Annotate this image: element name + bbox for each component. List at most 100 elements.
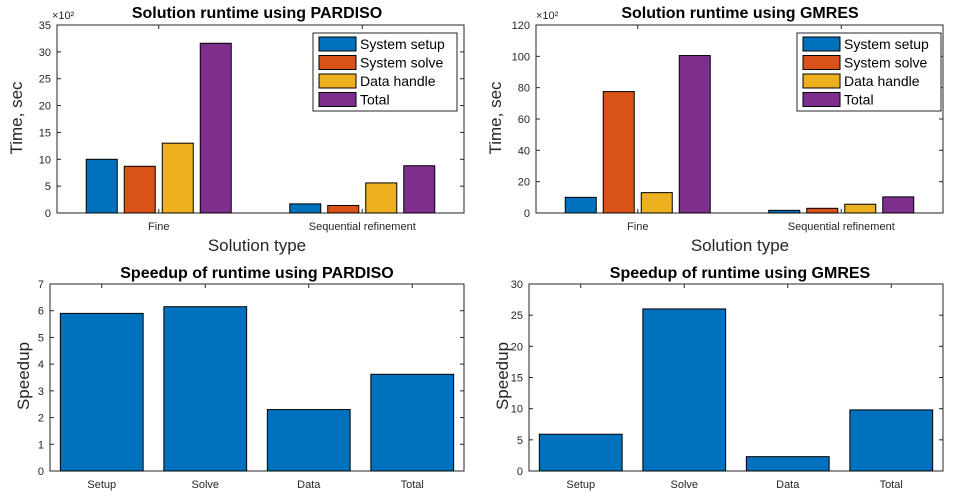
chart-pardiso-runtime: Solution runtime using PARDISO Time, sec… (7, 5, 465, 255)
x-tick-label: Fine (148, 221, 169, 233)
legend-swatch (318, 73, 357, 89)
y-tick-label: 20 (511, 341, 523, 353)
legend-entry: Total (844, 92, 874, 108)
y-tick-label: 5 (517, 435, 523, 447)
legend-swatch (802, 92, 841, 107)
y-tick-label: 35 (39, 20, 51, 32)
bar (370, 373, 455, 472)
y-tick-label: 0 (38, 466, 44, 478)
y-axis-label: Speedup (493, 342, 512, 410)
bar (642, 308, 727, 472)
bar-data-handle (365, 182, 398, 214)
bar (745, 456, 830, 472)
y-tick-label: 30 (511, 279, 523, 291)
y-tick-label: 100 (512, 51, 530, 63)
x-axis-label: Solution type (208, 236, 306, 255)
legend-swatch (318, 36, 357, 52)
y-tick-label: 1 (38, 439, 44, 451)
y-tick-label: 25 (39, 74, 51, 86)
y-tick-label: 10 (39, 154, 51, 166)
bar (849, 409, 934, 472)
axis-exponent: ×10² (52, 10, 75, 22)
y-axis-label: Time, sec (7, 81, 26, 155)
legend-entry: Data handle (844, 73, 920, 89)
chart-pardiso-speedup: Speedup of runtime using PARDISO Speedup… (14, 265, 465, 491)
y-tick-label: 3 (38, 386, 44, 398)
x-tick-label: Solve (670, 479, 698, 491)
x-tick-label: Data (776, 479, 800, 491)
y-tick-label: 80 (518, 83, 530, 95)
y-tick-label: 20 (518, 177, 530, 189)
y-tick-label: 5 (45, 181, 51, 193)
x-tick-label: Sequential refinement (309, 221, 416, 233)
x-tick-label: Fine (627, 221, 648, 233)
x-tick-label: Setup (87, 479, 116, 491)
bar (59, 312, 144, 472)
legend-entry: Total (360, 92, 390, 108)
bar-total (403, 165, 436, 214)
bar-system-solve (123, 165, 156, 214)
y-tick-label: 6 (38, 306, 44, 318)
legend-swatch (802, 73, 841, 89)
legend-entry: System setup (844, 36, 929, 52)
x-tick-label: Setup (566, 479, 595, 491)
y-tick-label: 0 (45, 208, 51, 220)
legend-entry: System solve (360, 55, 443, 71)
chart-title: Speedup of runtime using PARDISO (120, 265, 394, 282)
y-tick-label: 2 (38, 413, 44, 425)
legend-swatch (802, 55, 841, 70)
bar-system-solve (602, 91, 635, 214)
x-tick-label: Total (880, 479, 903, 491)
x-tick-label: Total (401, 479, 424, 491)
legend-swatch (318, 92, 357, 107)
bar-data-handle (161, 142, 194, 214)
y-tick-label: 0 (524, 208, 530, 220)
chart-title: Solution runtime using PARDISO (132, 5, 382, 22)
y-tick-label: 120 (512, 20, 530, 32)
y-tick-label: 40 (518, 145, 530, 157)
x-tick-label: Solve (191, 479, 219, 491)
axes-box (56, 24, 465, 214)
y-tick-label: 60 (518, 114, 530, 126)
bar (538, 433, 623, 472)
y-tick-label: 15 (39, 127, 51, 139)
y-tick-label: 30 (39, 47, 51, 59)
y-tick-label: 5 (38, 332, 44, 344)
bar-total (882, 196, 915, 214)
bar-data-handle (844, 203, 877, 214)
bar-system-solve (327, 204, 360, 214)
bar (163, 306, 248, 472)
legend-entry: System setup (360, 36, 445, 52)
bar-system-setup (768, 209, 801, 214)
x-tick-label: Sequential refinement (788, 221, 895, 233)
bar (266, 409, 351, 472)
chart-gmres-speedup: Speedup of runtime using GMRES Speedup 0… (493, 265, 944, 491)
y-tick-label: 25 (511, 310, 523, 322)
axes-box (49, 283, 465, 472)
legend-swatch (318, 55, 357, 70)
x-axis-label: Solution type (691, 236, 789, 255)
bar-total (678, 55, 711, 214)
bar-data-handle (640, 192, 673, 214)
chart-title: Solution runtime using GMRES (621, 5, 859, 22)
y-axis-label: Speedup (14, 342, 33, 410)
bar-total (199, 42, 232, 214)
y-tick-label: 15 (511, 373, 523, 385)
y-tick-label: 20 (39, 101, 51, 113)
legend-entry: Data handle (360, 73, 436, 89)
bar-system-setup (85, 158, 118, 214)
chart-gmres-runtime: Solution runtime using GMRES Time, sec S… (486, 5, 944, 255)
legend-entry: System solve (844, 55, 927, 71)
x-tick-label: Data (297, 479, 321, 491)
y-tick-label: 7 (38, 279, 44, 291)
axis-exponent: ×10² (536, 10, 559, 22)
bar-system-solve (806, 207, 839, 214)
y-tick-label: 10 (511, 404, 523, 416)
y-tick-label: 4 (38, 359, 44, 371)
bar-system-setup (289, 203, 322, 214)
y-axis-label: Time, sec (486, 81, 505, 155)
y-tick-label: 0 (517, 466, 523, 478)
bar-system-setup (564, 196, 597, 214)
